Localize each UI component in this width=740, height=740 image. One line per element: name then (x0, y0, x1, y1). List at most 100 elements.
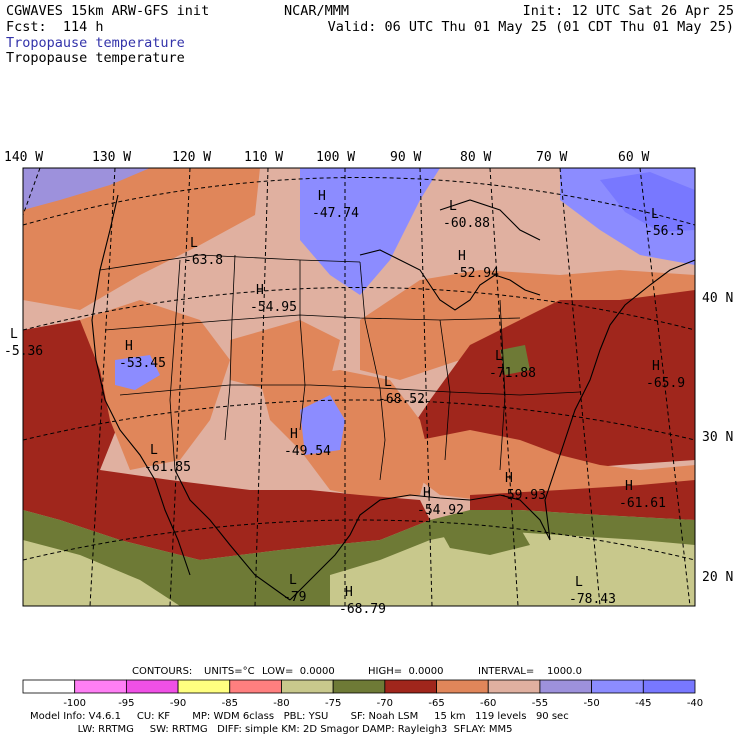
high-label: HIGH= 0.0000 (368, 666, 444, 677)
extreme-markers: H -47.74 L -60.88 L -56.5 L -63.8 H -52.94 H -54.95… (4, 189, 685, 617)
colorbar-swatch (642, 679, 696, 694)
colorbar-swatch (229, 679, 282, 694)
colorbar-swatch (281, 679, 334, 694)
longitude-label: 90 W (390, 150, 421, 165)
extreme-type-label: L (495, 349, 503, 364)
center-name: NCAR/MMM (284, 3, 350, 19)
colorbar-swatch (22, 679, 76, 694)
graticule (23, 168, 695, 606)
low-label: LOW= 0.0000 (262, 666, 335, 677)
colorbar-swatch (487, 679, 541, 694)
extreme-type-label: H (290, 427, 298, 442)
colorbar-swatch (332, 679, 386, 694)
colorbar-tick-label: -55 (532, 698, 548, 709)
extreme-type-label: H (256, 283, 264, 298)
colorbar-tick-label: -45 (635, 698, 651, 709)
extreme-value-label: -79 (283, 590, 306, 605)
colorbar-swatch (74, 679, 127, 694)
extreme-type-label: H (505, 471, 513, 486)
interval-label: INTERVAL= 1000.0 (478, 666, 582, 677)
longitude-label: 80 W (460, 150, 491, 165)
latitude-label: 40 N (702, 291, 733, 306)
longitude-label: 110 W (244, 150, 283, 165)
extreme-type-label: L (651, 207, 659, 222)
colorbar-tick-label: -65 (428, 698, 444, 709)
extreme-type-label: H (318, 189, 326, 204)
colorbar-tick-label: -90 (170, 698, 186, 709)
extreme-value-label: -63.8 (184, 253, 223, 268)
extreme-value-label: -54.95 (250, 300, 297, 315)
colorbar-swatch (384, 679, 437, 694)
extreme-value-label: -60.88 (443, 216, 490, 231)
extreme-value-label: -47.74 (312, 206, 359, 221)
colorbar-tick-label: -75 (325, 698, 341, 709)
extreme-value-label: -56.5 (645, 224, 684, 239)
extreme-type-label: H (125, 339, 133, 354)
colorbar-tick-label: -40 (687, 698, 703, 709)
longitude-label: 120 W (172, 150, 211, 165)
extreme-type-label: L (449, 199, 457, 214)
extreme-value-label: -52.94 (452, 266, 499, 281)
extreme-value-label: -61.61 (619, 496, 666, 511)
colorbar-tick-label: -50 (583, 698, 599, 709)
colorbar-swatch (539, 679, 593, 694)
colorbar-tick-label: -80 (273, 698, 289, 709)
extreme-type-label: H (652, 359, 660, 374)
extreme-type-label: H (423, 486, 431, 501)
extreme-type-label: L (384, 375, 392, 390)
extreme-value-label: -65.9 (646, 376, 685, 391)
init-time: Init: 12 UTC Sat 26 Apr 25 (522, 3, 734, 19)
coastlines (91, 194, 695, 601)
colorbar-tick-label: -70 (377, 698, 393, 709)
extreme-value-label: -71.88 (489, 366, 536, 381)
latitude-labels: 40 N 30 N 20 N (702, 291, 733, 585)
valid-time: Valid: 06 UTC Thu 01 May 25 (01 CDT Thu … (327, 19, 734, 35)
extreme-value-label: -59.93 (499, 488, 546, 503)
colorbar: -100 -95 -90 -85 -80 -75 -70 -65 -60 -55 -50 -45 -40… (22, 679, 703, 709)
extreme-type-label: H (458, 249, 466, 264)
shaded-field (23, 168, 695, 606)
extreme-type-label: L (575, 575, 583, 590)
extreme-type-label: H (345, 585, 353, 600)
latitude-label: 30 N (702, 430, 733, 445)
colorbar-tick-label: -85 (222, 698, 238, 709)
extreme-value-label: -68.52 (378, 392, 425, 407)
colorbar-swatch (177, 679, 231, 694)
longitude-label: 60 W (618, 150, 649, 165)
colorbar-tick-label: -95 (118, 698, 134, 709)
forecast-hour: Fcst: 114 h (6, 19, 104, 35)
state-borders (99, 254, 581, 481)
colorbar-tick-label: -100 (63, 698, 86, 709)
colorbar-swatch (436, 679, 489, 694)
extreme-type-label: L (150, 443, 158, 458)
extreme-value-label: -54.92 (417, 503, 464, 518)
extreme-type-label: H (625, 479, 633, 494)
longitude-label: 130 W (92, 150, 131, 165)
extreme-value-label: -5.36 (4, 344, 43, 359)
model-title: CGWAVES 15km ARW-GFS init (6, 3, 210, 19)
extreme-value-label: -49.54 (284, 444, 331, 459)
units-label: UNITS=°C (204, 666, 255, 677)
colorbar-swatch (591, 679, 644, 694)
extreme-type-label: L (10, 327, 18, 342)
model-info-line1: Model Info: V4.6.1 CU: KF MP: WDM 6class… (30, 711, 569, 722)
extreme-value-label: -61.85 (144, 460, 191, 475)
latitude-label: 20 N (702, 570, 733, 585)
extreme-value-label: -68.79 (339, 602, 386, 617)
field-title-secondary: Tropopause temperature (6, 50, 185, 66)
longitude-label: 100 W (316, 150, 355, 165)
extreme-value-label: -53.45 (119, 356, 166, 371)
model-info-line2: LW: RRTMG SW: RRTMG DIFF: simple KM: 2D … (30, 724, 513, 735)
plot-frame (22, 167, 696, 607)
extreme-type-label: L (289, 573, 297, 588)
extreme-value-label: -78.43 (569, 592, 616, 607)
field-title-primary: Tropopause temperature (6, 35, 185, 51)
longitude-labels: 140 W 130 W 120 W 110 W 100 W 90 W 80 W 70 W 60 … (4, 150, 649, 165)
colorbar-swatch (125, 679, 179, 694)
colorbar-tick-label: -60 (480, 698, 496, 709)
extreme-type-label: L (190, 236, 198, 251)
contours-label: CONTOURS: (132, 666, 193, 677)
longitude-label: 70 W (536, 150, 567, 165)
longitude-label: 140 W (4, 150, 43, 165)
